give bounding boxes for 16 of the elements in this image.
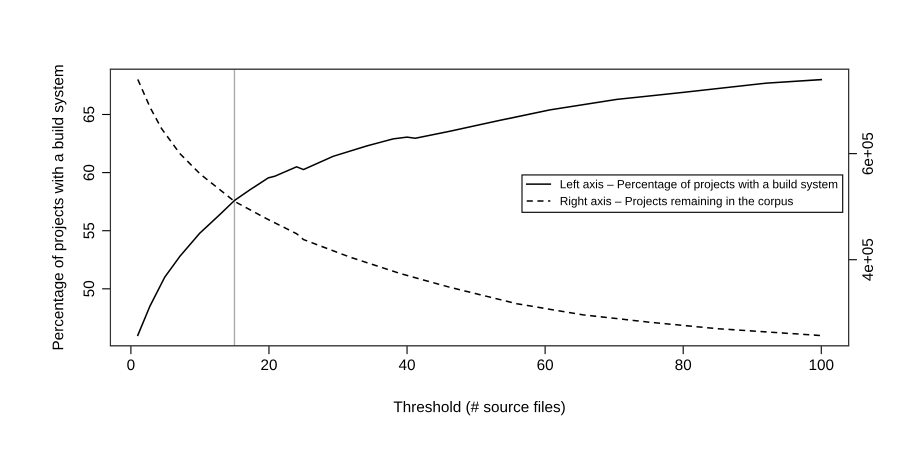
x-tick-label: 60 — [537, 359, 554, 370]
x-tick-label: 80 — [675, 359, 692, 370]
x-axis-title: Threshold (# source files) — [394, 400, 565, 416]
x-tick-label: 100 — [810, 359, 834, 370]
y-axis-title: Percentage of projects with a build system — [52, 65, 66, 350]
y2-tick-label: 4e+05 — [862, 238, 874, 281]
legend-label: Right axis – Projects remaining in the corpus — [560, 196, 793, 208]
y-tick-label: 55 — [84, 222, 94, 239]
y2-tick-label: 6e+05 — [862, 132, 874, 174]
x-tick-label: 40 — [398, 359, 415, 370]
x-tick-label: 0 — [127, 359, 135, 370]
y-tick-label: 50 — [83, 280, 94, 297]
x-tick-label: 20 — [261, 359, 277, 370]
y-tick-label: 65 — [83, 106, 94, 122]
y-tick-label: 60 — [83, 164, 94, 180]
legend-label: Left axis – Percentage of projects with a build system — [560, 180, 838, 191]
